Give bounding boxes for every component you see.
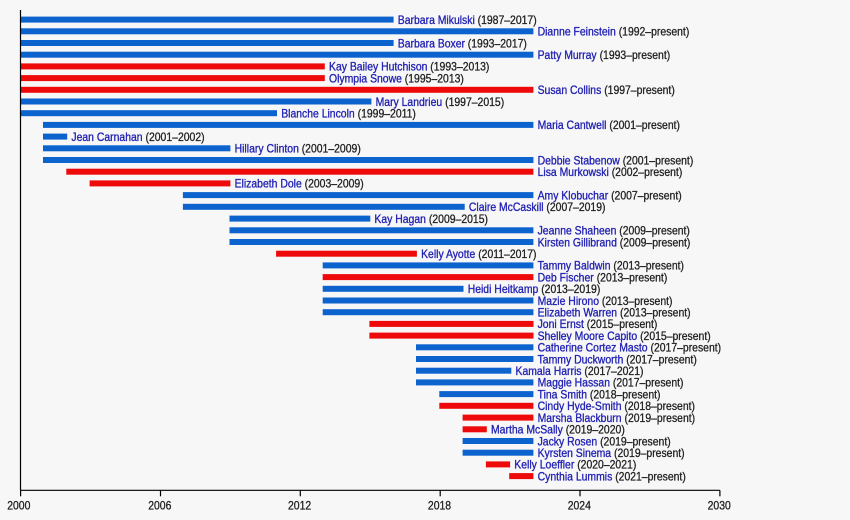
svg-text:Shelley Moore Capito: Shelley Moore Capito	[538, 329, 638, 343]
svg-text:(2018–present): (2018–present)	[590, 387, 661, 401]
svg-text:Kay Bailey Hutchison: Kay Bailey Hutchison	[329, 60, 427, 74]
svg-text:Kirsten Gillibrand: Kirsten Gillibrand	[538, 235, 617, 249]
svg-text:(2009–2015): (2009–2015)	[429, 212, 488, 226]
svg-text:(2009–present): (2009–present)	[619, 224, 690, 238]
svg-text:Mazie Hirono: Mazie Hirono	[538, 294, 600, 308]
svg-text:(2002–present): (2002–present)	[612, 165, 683, 179]
svg-text:Cynthia Lummis: Cynthia Lummis	[538, 469, 613, 483]
svg-text:(2013–present): (2013–present)	[620, 306, 691, 320]
svg-text:Tammy Baldwin: Tammy Baldwin	[538, 259, 611, 273]
svg-text:Blanche Lincoln: Blanche Lincoln	[281, 107, 355, 121]
svg-text:(2013–present): (2013–present)	[613, 259, 684, 273]
svg-text:Tammy Duckworth: Tammy Duckworth	[538, 352, 624, 366]
svg-text:(2003–2009): (2003–2009)	[305, 177, 364, 191]
svg-text:(1997–2015): (1997–2015)	[445, 95, 504, 109]
svg-text:(2019–present): (2019–present)	[625, 411, 696, 425]
svg-text:Kamala Harris: Kamala Harris	[516, 364, 582, 378]
svg-text:(1987–2017): (1987–2017)	[478, 13, 537, 27]
svg-text:Jean Carnahan: Jean Carnahan	[71, 130, 142, 144]
svg-text:Deb Fischer: Deb Fischer	[538, 270, 594, 284]
svg-text:(2013–present): (2013–present)	[597, 270, 668, 284]
svg-text:(2007–present): (2007–present)	[611, 188, 682, 202]
svg-text:2024: 2024	[568, 498, 591, 512]
svg-text:(2013–2019): (2013–2019)	[541, 282, 600, 296]
svg-text:2012: 2012	[288, 498, 311, 512]
svg-text:(2017–present): (2017–present)	[626, 352, 697, 366]
svg-text:Claire McCaskill: Claire McCaskill	[469, 200, 544, 214]
svg-text:(2019–present): (2019–present)	[600, 434, 671, 448]
svg-text:(2001–present): (2001–present)	[623, 153, 694, 167]
svg-text:Olympia Snowe: Olympia Snowe	[329, 71, 402, 85]
svg-text:Mary Landrieu: Mary Landrieu	[376, 95, 443, 109]
svg-text:(2017–present): (2017–present)	[613, 376, 684, 390]
svg-text:(2009–present): (2009–present)	[620, 235, 691, 249]
svg-text:(2017–present): (2017–present)	[651, 341, 722, 355]
svg-text:(1997–present): (1997–present)	[604, 83, 675, 97]
svg-text:Elizabeth Warren: Elizabeth Warren	[538, 306, 618, 320]
svg-text:Marsha Blackburn: Marsha Blackburn	[538, 411, 622, 425]
svg-text:Tina Smith: Tina Smith	[538, 387, 587, 401]
svg-text:2006: 2006	[148, 498, 171, 512]
svg-text:(2001–present): (2001–present)	[609, 118, 680, 132]
svg-text:(1993–2013): (1993–2013)	[430, 60, 489, 74]
svg-text:Barbara Mikulski: Barbara Mikulski	[398, 13, 475, 27]
svg-text:(2015–present): (2015–present)	[587, 317, 658, 331]
svg-text:Debbie Stabenow: Debbie Stabenow	[538, 153, 620, 167]
svg-text:(2001–2002): (2001–2002)	[146, 130, 205, 144]
svg-text:2030: 2030	[708, 498, 731, 512]
svg-text:(2007–2019): (2007–2019)	[546, 200, 605, 214]
svg-text:(1992–present): (1992–present)	[619, 25, 690, 39]
svg-text:Kelly Ayotte: Kelly Ayotte	[421, 247, 475, 261]
svg-text:(2020–2021): (2020–2021)	[577, 458, 636, 472]
svg-text:Kyrsten Sinema: Kyrsten Sinema	[538, 446, 612, 460]
svg-text:Cindy Hyde-Smith: Cindy Hyde-Smith	[538, 399, 622, 413]
svg-text:(2013–present): (2013–present)	[602, 294, 673, 308]
svg-text:(2015–present): (2015–present)	[640, 329, 711, 343]
svg-text:(2018–present): (2018–present)	[624, 399, 695, 413]
svg-text:Susan Collins: Susan Collins	[538, 83, 602, 97]
svg-text:Martha McSally: Martha McSally	[491, 423, 563, 437]
svg-text:Amy Klobuchar: Amy Klobuchar	[538, 188, 609, 202]
svg-text:(2017–2021): (2017–2021)	[584, 364, 643, 378]
svg-text:Patty Murray: Patty Murray	[538, 48, 597, 62]
svg-text:(2019–2020): (2019–2020)	[566, 423, 625, 437]
svg-text:Maggie Hassan: Maggie Hassan	[538, 376, 610, 390]
svg-text:(1993–present): (1993–present)	[600, 48, 671, 62]
svg-text:Hillary Clinton: Hillary Clinton	[235, 142, 299, 156]
svg-text:(2019–present): (2019–present)	[614, 446, 685, 460]
svg-text:Joni Ernst: Joni Ernst	[538, 317, 585, 331]
svg-text:Jeanne Shaheen: Jeanne Shaheen	[538, 224, 617, 238]
svg-text:Catherine Cortez Masto: Catherine Cortez Masto	[538, 341, 648, 355]
svg-text:Elizabeth Dole: Elizabeth Dole	[235, 177, 302, 191]
svg-text:2018: 2018	[428, 498, 451, 512]
svg-text:Jacky Rosen: Jacky Rosen	[538, 434, 598, 448]
svg-text:(1995–2013): (1995–2013)	[405, 71, 464, 85]
svg-text:(2021–present): (2021–present)	[615, 469, 686, 483]
svg-text:(1993–2017): (1993–2017)	[468, 36, 527, 50]
svg-text:Kay Hagan: Kay Hagan	[374, 212, 426, 226]
svg-text:(2011–2017): (2011–2017)	[478, 247, 536, 261]
svg-text:Heidi Heitkamp: Heidi Heitkamp	[468, 282, 539, 296]
svg-text:2000: 2000	[7, 498, 30, 512]
svg-text:Lisa Murkowski: Lisa Murkowski	[538, 165, 609, 179]
svg-text:(2001–2009): (2001–2009)	[302, 142, 361, 156]
svg-text:Kelly Loeffler: Kelly Loeffler	[514, 458, 574, 472]
svg-text:Maria Cantwell: Maria Cantwell	[538, 118, 607, 132]
svg-text:(1999–2011): (1999–2011)	[358, 107, 416, 121]
svg-text:Barbara Boxer: Barbara Boxer	[398, 36, 465, 50]
svg-text:Dianne Feinstein: Dianne Feinstein	[538, 25, 616, 39]
